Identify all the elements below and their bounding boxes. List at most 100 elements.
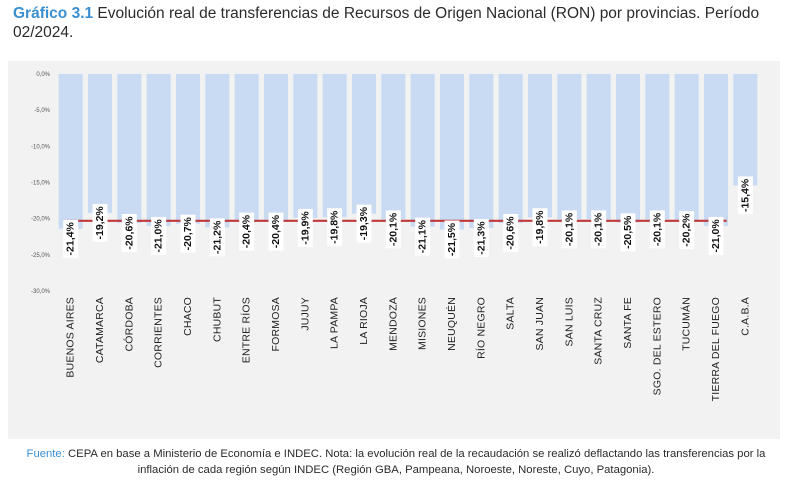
bar	[58, 74, 83, 229]
category-label: SAN JUAN	[534, 297, 546, 351]
bar	[351, 74, 377, 214]
data-label: -20,4%	[241, 214, 253, 248]
category-label: ENTRE RÍOS	[240, 297, 253, 363]
y-tick-label: -25,0%	[31, 253, 51, 259]
data-label-box	[180, 214, 196, 253]
data-label-box	[561, 210, 577, 249]
data-label: -19,8%	[534, 210, 546, 244]
data-label: -21,0%	[153, 219, 165, 253]
data-label-box	[63, 219, 79, 258]
bar	[87, 74, 113, 213]
bar	[674, 74, 699, 221]
bar	[557, 74, 582, 220]
y-tick-label: -15,0%	[31, 181, 51, 187]
data-label: -20,5%	[622, 215, 634, 249]
bar	[205, 74, 230, 228]
data-label: -20,1%	[387, 212, 399, 246]
bar	[586, 74, 611, 220]
chart-area: 0,0% -5,0% -10,0% -15,0% -20,0% -25,0% -30,0% -…	[8, 61, 780, 439]
category-label: CATAMARCA	[94, 297, 106, 363]
category-label: NEUQUÉN	[445, 297, 458, 351]
chart-title-lead: Gráfico 3.1	[13, 5, 94, 22]
bar	[439, 74, 465, 230]
y-tick-label: -10,0%	[31, 144, 51, 150]
data-label: -20,1%	[593, 212, 605, 246]
category-label: C.A.B.A	[739, 297, 751, 336]
data-label: -20,1%	[651, 212, 663, 246]
data-label-box	[444, 220, 460, 259]
data-label-box	[121, 214, 137, 253]
category-label: SANTA FE	[622, 297, 634, 349]
data-label-box	[591, 210, 607, 249]
bar	[469, 74, 494, 229]
category-label: TIERRA DEL FUEGO	[710, 297, 722, 401]
data-label-box	[620, 213, 636, 252]
data-label-box	[209, 218, 225, 257]
bar	[733, 74, 758, 186]
data-label-box	[708, 216, 724, 255]
bar	[527, 74, 553, 218]
data-label: -21,3%	[475, 221, 487, 255]
category-label: CHACO	[182, 297, 194, 336]
bar	[293, 74, 318, 218]
bar	[703, 74, 729, 226]
data-label: -21,2%	[211, 220, 223, 254]
data-label-box	[737, 176, 753, 215]
category-label: LA PAMPA	[329, 297, 341, 349]
category-label: FORMOSA	[270, 297, 282, 352]
category-label: CHUBUT	[211, 297, 223, 342]
y-tick-label: -30,0%	[31, 289, 51, 295]
data-label: -21,4%	[65, 222, 77, 256]
source-text: CEPA en base a Ministerio de Economía e …	[64, 448, 766, 476]
source-note: Fuente: CEPA en base a Ministerio de Eco…	[16, 446, 776, 478]
data-label: -20,6%	[123, 216, 135, 250]
data-label: -19,3%	[358, 206, 370, 240]
bar	[410, 74, 435, 227]
chart-title-text: Evolución real de transferencias de Recu…	[13, 5, 760, 41]
bar	[645, 74, 670, 220]
data-label-box	[239, 212, 255, 251]
bar	[117, 74, 142, 224]
chart-title: Gráfico 3.1 Evolución real de transferen…	[13, 4, 783, 42]
category-label: SALTA	[505, 297, 517, 330]
data-label-box	[649, 210, 665, 249]
bar	[175, 74, 201, 224]
data-label: -20,7%	[182, 216, 194, 250]
category-label: BUENOS AIRES	[65, 297, 77, 378]
category-label: SANTA CRUZ	[593, 297, 605, 365]
data-label-box	[503, 214, 519, 253]
data-label: -20,2%	[681, 213, 693, 247]
bar	[498, 74, 523, 224]
category-label: CORRIENTES	[153, 297, 165, 368]
y-tick-label: -5,0%	[34, 108, 50, 114]
data-label: -19,8%	[329, 210, 341, 244]
data-label: -15,4%	[739, 178, 751, 212]
bar-chart: 0,0% -5,0% -10,0% -15,0% -20,0% -25,0% -30,0% -…	[31, 72, 758, 401]
data-label-box	[415, 217, 431, 256]
category-label: MENDOZA	[387, 297, 399, 351]
data-label: -20,6%	[505, 216, 517, 250]
bar	[146, 74, 171, 226]
data-label: -21,5%	[446, 222, 458, 256]
y-tick-label: 0,0%	[36, 72, 50, 78]
data-label-box	[151, 216, 167, 255]
category-label: JUJUY	[299, 297, 311, 331]
data-label-box	[268, 212, 284, 251]
data-label-box	[679, 211, 695, 250]
data-label: -20,1%	[563, 212, 575, 246]
category-label: MISIONES	[417, 297, 429, 350]
category-label: SGO. DEL ESTERO	[651, 297, 663, 395]
y-tick-label: -20,0%	[31, 217, 51, 223]
category-label: RÍO NEGRO	[474, 297, 487, 359]
category-label: SAN LUIS	[563, 297, 575, 346]
bar	[234, 74, 259, 222]
category-label: CÓRDOBA	[122, 297, 135, 352]
category-label: TUCUMÁN	[680, 297, 693, 351]
data-label: -19,9%	[299, 211, 311, 245]
bar	[263, 74, 289, 222]
bar	[322, 74, 347, 218]
data-label: -21,1%	[417, 219, 429, 253]
data-label: -19,2%	[94, 206, 106, 240]
bar	[381, 74, 406, 220]
source-lead: Fuente:	[26, 448, 65, 460]
